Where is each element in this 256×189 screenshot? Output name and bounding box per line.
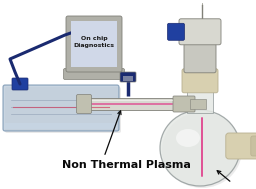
FancyBboxPatch shape (120, 72, 136, 82)
Ellipse shape (176, 129, 200, 147)
FancyBboxPatch shape (12, 78, 28, 90)
FancyBboxPatch shape (123, 76, 133, 81)
FancyBboxPatch shape (66, 16, 122, 72)
FancyBboxPatch shape (182, 69, 218, 93)
FancyBboxPatch shape (184, 41, 216, 73)
FancyBboxPatch shape (3, 85, 119, 131)
Bar (88, 98, 176, 110)
FancyBboxPatch shape (226, 133, 256, 159)
Bar (187, 91, 213, 113)
Ellipse shape (160, 110, 240, 186)
Ellipse shape (162, 112, 242, 188)
FancyBboxPatch shape (251, 136, 256, 156)
FancyBboxPatch shape (179, 19, 221, 45)
FancyBboxPatch shape (167, 23, 185, 40)
FancyBboxPatch shape (5, 87, 121, 133)
Text: Non Thermal Plasma: Non Thermal Plasma (62, 160, 191, 170)
FancyBboxPatch shape (77, 94, 91, 114)
FancyBboxPatch shape (71, 21, 117, 67)
FancyBboxPatch shape (5, 123, 117, 129)
Bar (190, 99, 206, 109)
FancyBboxPatch shape (63, 68, 124, 80)
Text: On chip
Diagnostics: On chip Diagnostics (73, 36, 114, 48)
FancyBboxPatch shape (173, 96, 195, 112)
